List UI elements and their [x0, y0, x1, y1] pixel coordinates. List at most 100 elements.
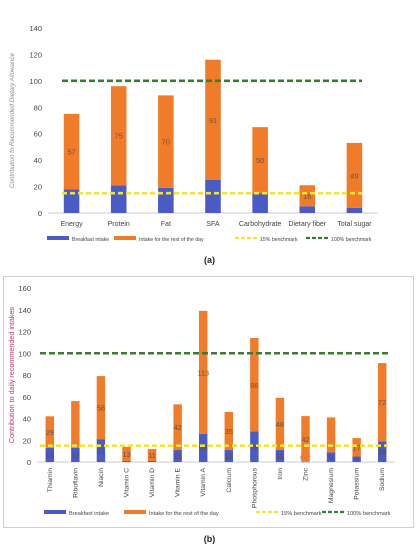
x-category-label: SFA: [206, 221, 220, 228]
bar-rest-of-day-13: [377, 363, 387, 442]
x-category-label: Iron: [277, 468, 284, 480]
legend-swatch: [124, 510, 146, 514]
bar-rest-of-day-4: [147, 448, 157, 461]
data-label-rest-of-day-2: 58: [97, 404, 105, 413]
caption-a: (a): [204, 255, 215, 265]
bar-rest-of-day-3: [205, 59, 221, 180]
data-label-rest-of-day-1: 75: [115, 132, 123, 141]
y-tick-label: 0: [38, 209, 42, 218]
data-label-rest-of-day-5: 42: [173, 423, 181, 432]
bar-rest-of-day-5: [173, 404, 182, 451]
x-category-label: Total sugar: [337, 221, 372, 228]
data-label-rest-of-day-5: 16: [303, 192, 311, 201]
bar-breakfast-0: [63, 189, 80, 213]
y-tick-label: 80: [23, 371, 31, 380]
y-tick-label: 100: [29, 77, 42, 86]
data-label-rest-of-day-10: 42: [301, 435, 309, 444]
bar-rest-of-day-8: [250, 338, 259, 432]
legend-label: 15% benchmark: [260, 237, 298, 243]
y-tick-label: 40: [23, 415, 31, 424]
bar-breakfast-12: [352, 456, 361, 462]
x-category-label: Vitamin D: [149, 468, 156, 497]
bar-breakfast-11: [326, 452, 336, 462]
x-category-label: Fat: [161, 221, 171, 228]
bar-breakfast-1: [71, 447, 80, 462]
y-axis-title: Contribution to daily recommended intake…: [7, 306, 16, 443]
data-label-breakfast-7: 11: [225, 452, 233, 461]
x-category-label: Vitamin E: [175, 468, 182, 497]
x-category-label: Potassium: [354, 468, 361, 500]
bar-rest-of-day-7: [224, 411, 234, 451]
y-tick-label: 20: [34, 183, 42, 192]
data-label-rest-of-day-6: 49: [350, 171, 358, 180]
data-label-breakfast-6: 26: [199, 444, 207, 453]
data-label-breakfast-2: 21: [97, 447, 105, 456]
bar-breakfast-7: [224, 450, 234, 462]
bar-rest-of-day-0: [45, 416, 55, 448]
x-category-label: Thiamin: [47, 468, 54, 492]
x-category-label: Calcium: [226, 468, 233, 493]
bar-breakfast-1: [110, 185, 127, 213]
y-tick-label: 100: [18, 349, 31, 358]
data-label-rest-of-day-0: 57: [67, 148, 75, 157]
bar-rest-of-day-9: [275, 397, 285, 451]
chart-b-svg: Contribution to daily recommended intake…: [7, 284, 395, 517]
data-label-rest-of-day-4: 50: [256, 156, 264, 165]
bar-breakfast-2: [96, 439, 106, 462]
y-tick-label: 40: [34, 156, 42, 165]
bar-breakfast-3: [122, 460, 131, 462]
y-tick-label: 140: [29, 24, 42, 33]
data-label-rest-of-day-7: 35: [225, 427, 233, 436]
bar-rest-of-day-4: [252, 127, 268, 194]
bar-rest-of-day-6: [198, 310, 208, 434]
data-label-breakfast-13: 19: [378, 448, 386, 457]
bar-breakfast-13: [377, 441, 387, 462]
data-label-rest-of-day-9: 48: [276, 420, 284, 429]
bar-rest-of-day-11: [326, 417, 336, 453]
x-category-label: Vitamin C: [124, 468, 131, 497]
legend-label: Intake for the rest of the day: [139, 237, 204, 243]
bar-breakfast-0: [45, 447, 55, 462]
legend-swatch: [47, 236, 69, 240]
chart-a-svg: Contribution to Recommended Dietary Allo…: [9, 24, 378, 243]
x-category-label: Sodium: [379, 468, 386, 491]
legend-swatch: [114, 236, 136, 240]
bar-breakfast-3: [205, 179, 221, 213]
data-label-breakfast-1: 13: [71, 451, 79, 460]
x-category-label: Protein: [108, 221, 130, 228]
data-label-rest-of-day-8: 86: [250, 381, 258, 390]
bar-breakfast-6: [346, 207, 363, 213]
x-category-label: Energy: [60, 221, 83, 228]
y-tick-label: 140: [18, 306, 31, 315]
bar-rest-of-day-5: [299, 185, 316, 207]
chart-panel-a: Contribution to Recommended Dietary Allo…: [0, 0, 419, 268]
bar-breakfast-9: [275, 450, 285, 462]
legend-label: Breakfast intake: [69, 511, 109, 517]
legend-label: 100% benchmark: [347, 511, 391, 517]
bar-rest-of-day-1: [110, 86, 127, 186]
data-label-rest-of-day-4: 11: [148, 451, 156, 460]
legend-label: 15% benchmark: [281, 511, 322, 517]
y-tick-label: 120: [18, 328, 31, 337]
bar-rest-of-day-12: [352, 438, 361, 457]
bar-rest-of-day-3: [122, 446, 131, 461]
y-tick-label: 160: [18, 284, 31, 293]
bar-breakfast-2: [158, 187, 174, 213]
bar-breakfast-4: [147, 460, 157, 462]
x-category-label: Magnesium: [328, 468, 335, 503]
y-tick-label: 60: [34, 130, 42, 139]
legend-label: 100% benchmark: [331, 237, 372, 243]
chart-b-frame: [3, 276, 414, 528]
data-label-breakfast-12: 5: [355, 453, 359, 462]
y-tick-label: 80: [34, 103, 42, 112]
data-label-rest-of-day-3: 91: [209, 116, 217, 125]
bar-breakfast-5: [299, 206, 316, 213]
x-category-label: Riboflavin: [72, 468, 79, 498]
data-label-rest-of-day-2: 70: [162, 138, 170, 147]
x-category-label: Carbohydrate: [239, 221, 282, 228]
chart-panel-b: Contribution to daily recommended intake…: [0, 276, 419, 550]
y-tick-label: 60: [23, 393, 31, 402]
bar-rest-of-day-2: [96, 376, 106, 440]
y-tick-label: 20: [23, 436, 31, 445]
bar-rest-of-day-6: [346, 142, 363, 208]
